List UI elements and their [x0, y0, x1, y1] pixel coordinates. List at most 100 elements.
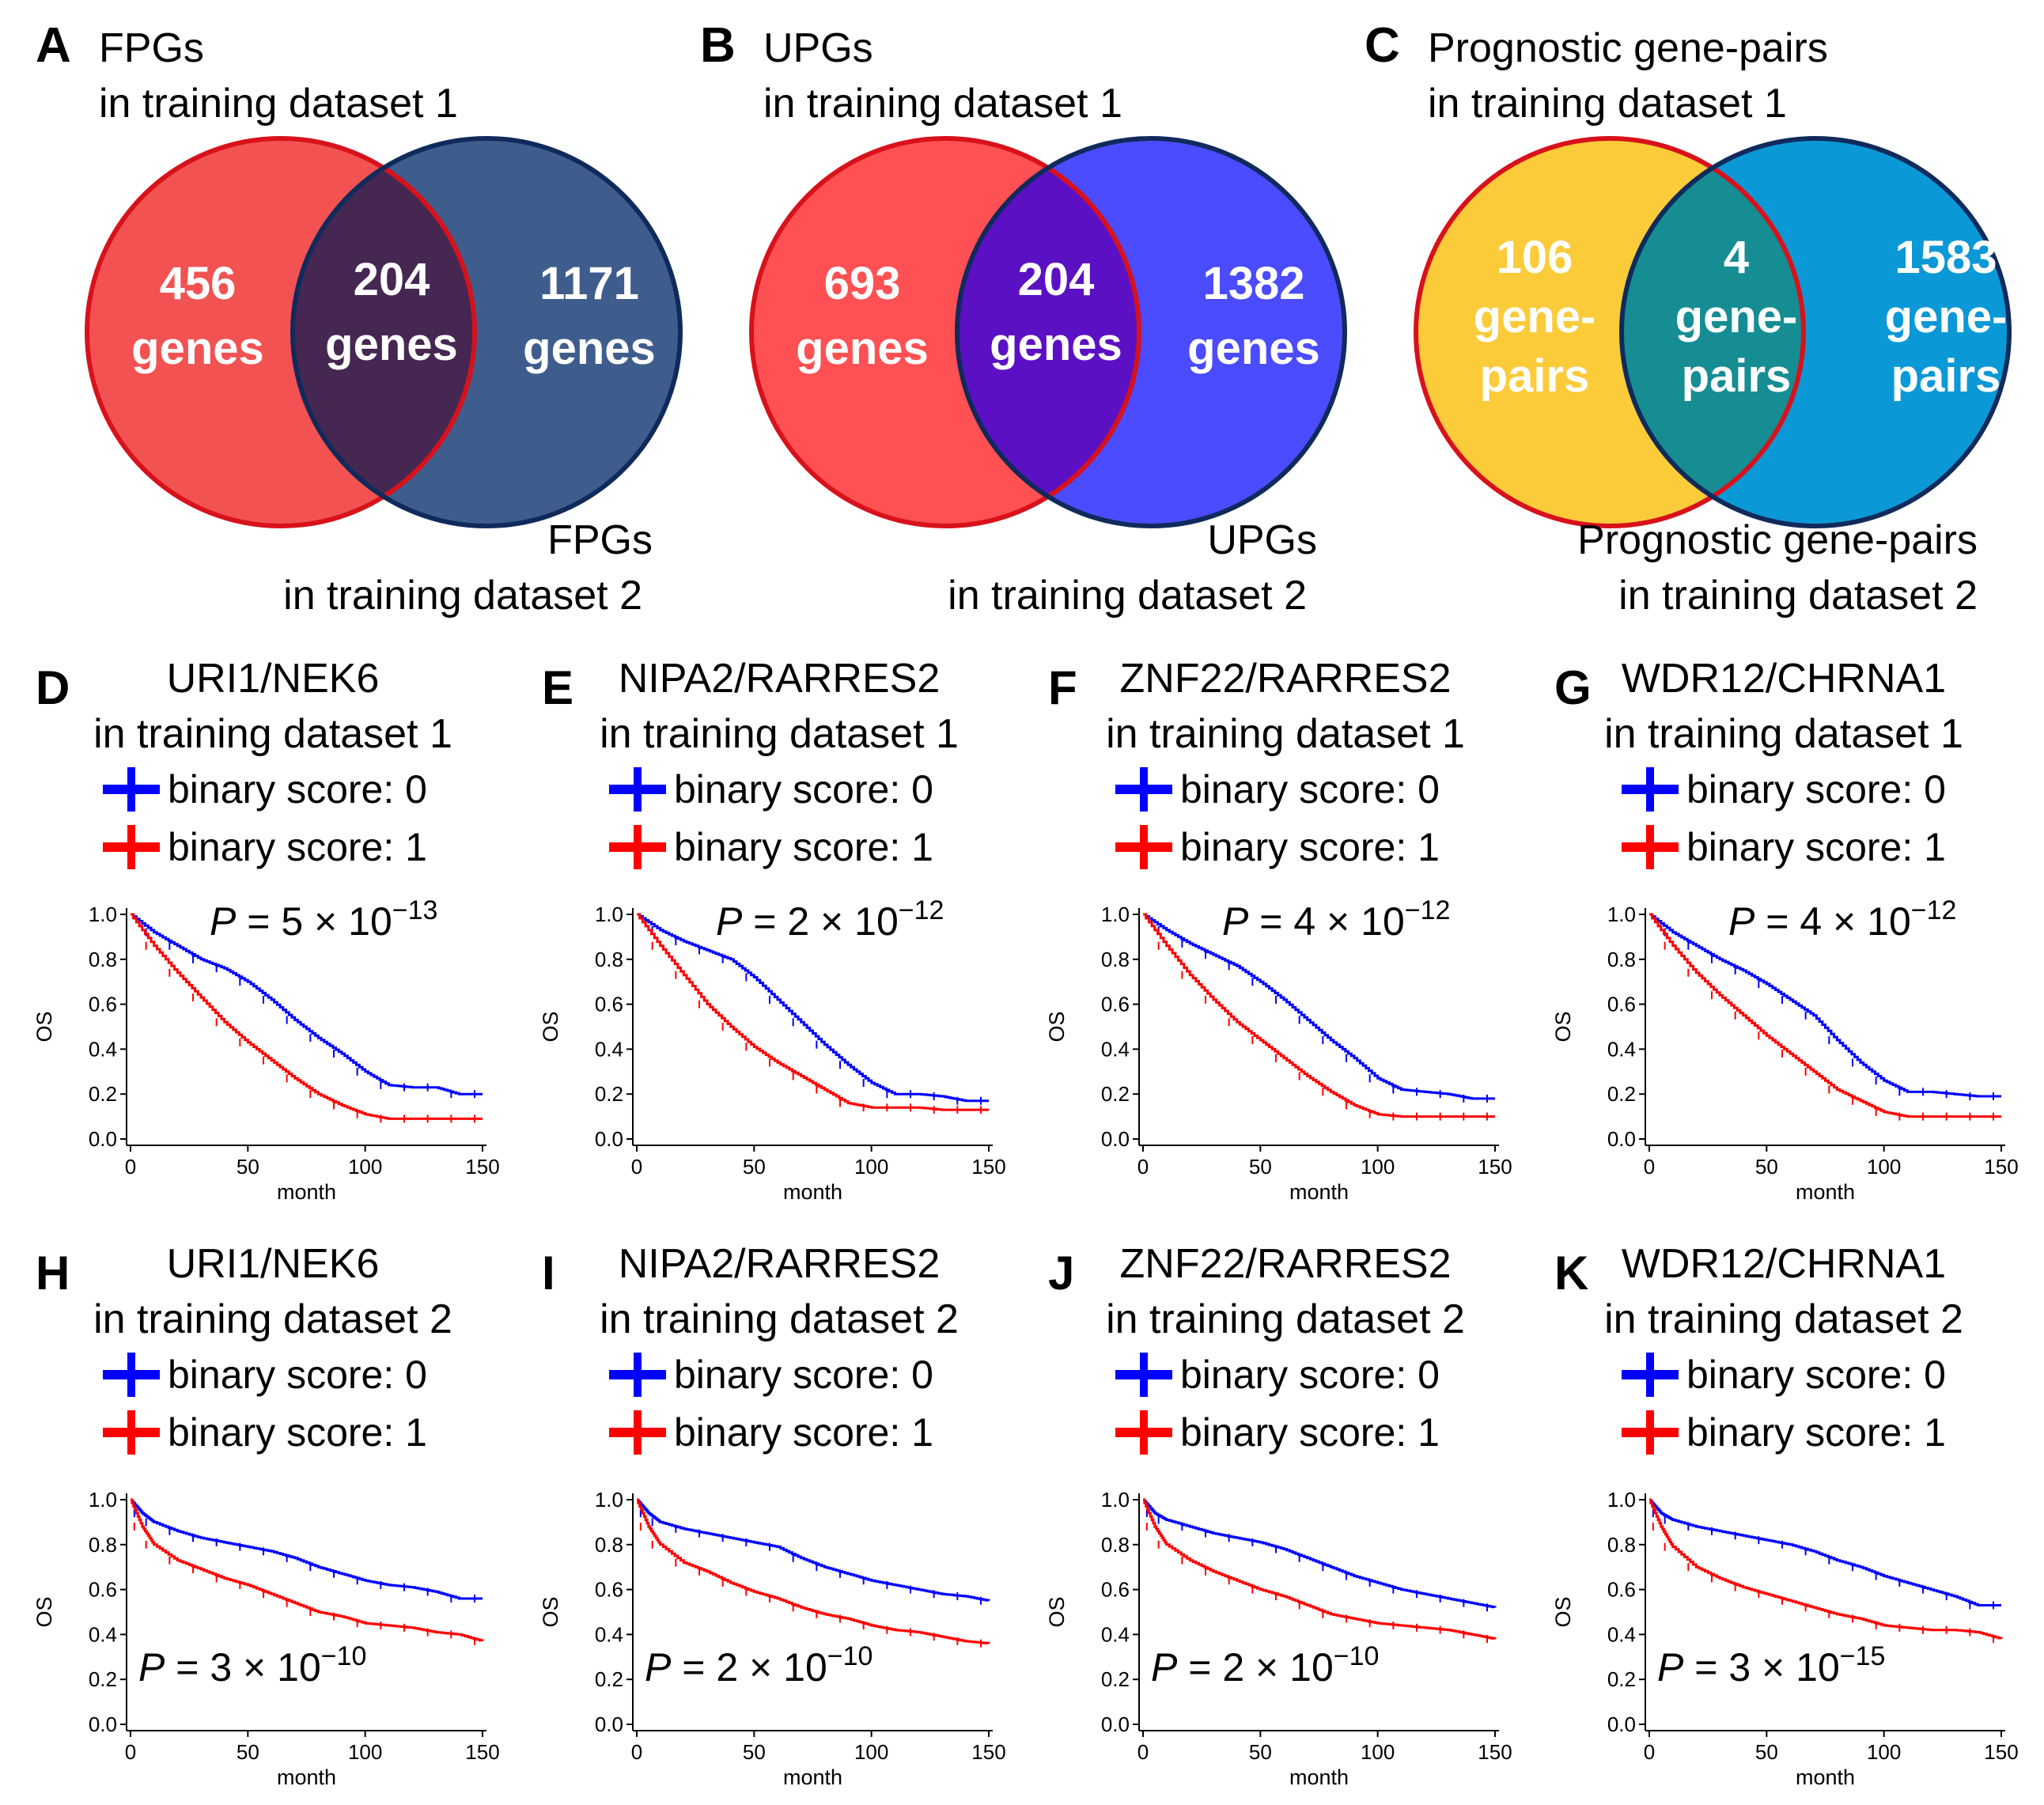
p-value-annotation: P = 2 × 10−12	[716, 895, 944, 944]
km-curve-score-0	[131, 913, 483, 1095]
panel-letter: D	[36, 661, 70, 714]
venn-panel-a: A FPGs in training dataset 1 456 genes 204 gen…	[36, 18, 683, 619]
km-panel-i: I NIPA2/RARRES2 in training dataset 2 binar…	[539, 1241, 1006, 1789]
x-tick-label: 150	[971, 1155, 1005, 1179]
panel-letter: K	[1554, 1247, 1588, 1300]
p-value-annotation: P = 4 × 10−12	[1728, 895, 1956, 944]
legend-item-score-1: binary score: 1	[609, 825, 933, 869]
km-axes: 0.0 0.2 0.4 0.6 0.8 1.0 0 50 100 150 month OS	[1551, 902, 2019, 1204]
legend-label: binary score: 1	[1180, 1410, 1440, 1455]
y-tick-label: 0.0	[1101, 1712, 1130, 1736]
venn-left-label: gene-	[1474, 291, 1596, 342]
y-tick-label: 0.4	[1607, 1622, 1636, 1646]
legend-item-score-1: binary score: 1	[609, 1410, 933, 1455]
km-curve-score-1	[1143, 1498, 1497, 1640]
km-title: WDR12/CHRNA1	[1622, 1241, 1946, 1287]
venn-center-label: genes	[990, 319, 1122, 370]
legend-label: binary score: 0	[1180, 767, 1440, 812]
km-panel-e: E NIPA2/RARRES2 in training dataset 1 binar…	[539, 656, 1006, 1204]
y-tick-label: 0.2	[1607, 1667, 1636, 1691]
x-tick-label: 0	[631, 1740, 642, 1764]
y-tick-label: 1.0	[1101, 1488, 1130, 1512]
x-tick-label: 100	[348, 1740, 382, 1764]
panel-letter: F	[1048, 661, 1077, 714]
km-subtitle: in training dataset 1	[93, 711, 452, 757]
x-tick-label: 100	[854, 1740, 888, 1764]
panel-letter: E	[542, 661, 573, 714]
y-tick-label: 0.2	[89, 1667, 117, 1691]
venn-center-label: 204	[1018, 254, 1095, 305]
y-tick-label: 0.6	[89, 993, 117, 1016]
venn-right-label: 1583	[1894, 232, 1997, 283]
y-tick-label: 1.0	[89, 1488, 117, 1512]
km-axes: 0.0 0.2 0.4 0.6 0.8 1.0 0 50 100 150 month OS	[539, 1488, 1006, 1789]
venn-center-label: gene-	[1675, 291, 1798, 342]
x-tick-label: 50	[1249, 1155, 1272, 1179]
km-curve-score-1	[1143, 913, 1495, 1118]
venn-left-label: genes	[131, 323, 264, 374]
y-tick-label: 0.8	[89, 1533, 117, 1557]
km-curve-score-0	[637, 913, 989, 1103]
venn-center-label: 4	[1724, 232, 1749, 283]
y-axis-label: OS	[1551, 1011, 1575, 1042]
venn-left-label: 693	[824, 258, 901, 309]
legend-label: binary score: 0	[1180, 1353, 1440, 1397]
x-tick-label: 0	[1137, 1155, 1149, 1179]
panel-letter: C	[1365, 18, 1400, 73]
x-tick-label: 50	[237, 1740, 259, 1764]
legend-item-score-0: binary score: 0	[609, 1353, 933, 1397]
km-axes: 0.0 0.2 0.4 0.6 0.8 1.0 0 50 100 150 month OS	[1045, 1488, 1512, 1789]
y-tick-label: 0.4	[1607, 1037, 1636, 1061]
venn-right-label: genes	[523, 323, 656, 374]
venn-right-label: 1171	[539, 258, 639, 309]
y-tick-label: 0.2	[595, 1667, 623, 1691]
x-axis-label: month	[1796, 1765, 1855, 1789]
y-axis-label: OS	[1551, 1596, 1575, 1627]
x-axis-label: month	[1289, 1180, 1349, 1204]
x-tick-label: 150	[1478, 1740, 1512, 1764]
venn-right-label: gene-	[1885, 291, 2008, 342]
y-tick-label: 0.2	[89, 1082, 117, 1106]
venn-bottom-line-2: in training dataset 2	[1618, 573, 1978, 619]
venn-overlap	[1622, 138, 1804, 526]
y-tick-label: 1.0	[595, 902, 623, 926]
x-tick-label: 0	[631, 1155, 642, 1179]
legend-label: binary score: 1	[674, 825, 933, 869]
panel-letter: A	[36, 18, 71, 73]
y-axis-label: OS	[539, 1596, 562, 1627]
legend-item-score-0: binary score: 0	[1115, 767, 1440, 812]
y-tick-label: 0.0	[89, 1127, 117, 1151]
x-tick-label: 100	[348, 1155, 382, 1179]
venn-overlap	[293, 138, 475, 526]
y-tick-label: 0.6	[1607, 993, 1636, 1016]
x-tick-label: 0	[1644, 1155, 1655, 1179]
venn-right-outline	[1619, 136, 2012, 528]
km-panel-j: J ZNF22/RARRES2 in training dataset 2 binar…	[1045, 1241, 1512, 1789]
km-curve-score-1	[131, 913, 483, 1120]
p-value-annotation: P = 3 × 10−10	[138, 1641, 366, 1690]
y-tick-label: 0.0	[595, 1712, 623, 1736]
y-tick-label: 0.2	[1607, 1082, 1636, 1106]
km-subtitle: in training dataset 2	[93, 1296, 452, 1342]
x-tick-label: 150	[465, 1740, 499, 1764]
venn-right-label: pairs	[1891, 350, 2001, 402]
legend-item-score-0: binary score: 0	[1115, 1353, 1440, 1397]
x-tick-label: 150	[1478, 1155, 1512, 1179]
y-axis-label: OS	[1045, 1011, 1069, 1042]
km-axes: 0.0 0.2 0.4 0.6 0.8 1.0 0 50 100 150 month OS	[539, 902, 1006, 1204]
y-tick-label: 0.2	[1101, 1667, 1130, 1691]
venn-bottom-line-1: Prognostic gene-pairs	[1577, 517, 1978, 563]
y-axis-label: OS	[539, 1011, 562, 1042]
y-tick-label: 0.0	[1607, 1127, 1636, 1151]
p-value-annotation: P = 2 × 10−10	[645, 1641, 872, 1690]
y-tick-label: 0.0	[89, 1712, 117, 1736]
km-panel-g: G WDR12/CHRNA1 in training dataset 1 binary…	[1551, 656, 2019, 1204]
x-axis-label: month	[783, 1765, 842, 1789]
x-tick-label: 50	[1755, 1155, 1778, 1179]
km-axes: 0.0 0.2 0.4 0.6 0.8 1.0 0 50 100 150 month OS	[32, 1488, 500, 1789]
y-tick-label: 1.0	[89, 902, 117, 926]
y-tick-label: 0.4	[1101, 1622, 1130, 1646]
km-title: URI1/NEK6	[167, 656, 380, 702]
y-tick-label: 0.8	[595, 948, 623, 971]
